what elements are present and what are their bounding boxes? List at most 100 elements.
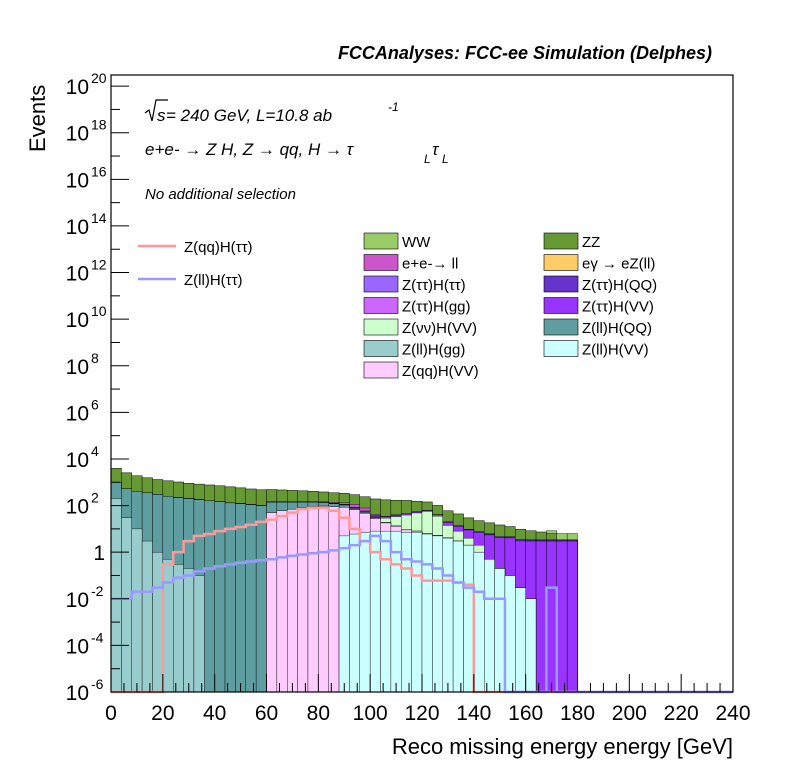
signal-z-qq-h (111, 506, 733, 694)
process-subscript-1: L (424, 152, 431, 166)
y-tick-label: 10 (66, 216, 89, 239)
bar-z-ll-h-qq-11 (224, 502, 236, 693)
bar-z-qq-h-vv-21 (328, 506, 340, 693)
x-tick-label: 80 (307, 702, 330, 725)
legend-label-z-h-vv: Z(ττ)H(VV) (582, 299, 654, 316)
bar-z-ll-h-gg-6 (172, 564, 184, 693)
y-tick-exponent: -4 (91, 629, 104, 645)
bar-z-ll-h-vv-30 (421, 533, 433, 693)
bar-z-h-vv-43 (556, 540, 568, 693)
y-tick-exponent: 10 (91, 303, 107, 319)
y-tick-label: 10 (66, 682, 89, 705)
legend-label-z-h-qq: Z(ττ)H(QQ) (582, 277, 657, 294)
bar-z-ll-h-gg-2 (131, 528, 143, 693)
y-tick-exponent: 8 (91, 350, 99, 366)
legend-swatch-z-qq-h-vv (363, 361, 399, 379)
bar-z-ll-h-gg-5 (162, 558, 174, 693)
legend-label-z-ll-h-vv: Z(ll)H(VV) (582, 342, 649, 359)
legend-swatch-z-h (363, 275, 399, 293)
y-tick-exponent: 2 (91, 490, 99, 506)
process-subscript-2: L (442, 152, 449, 166)
legend-swatch-z-h-vv (543, 297, 579, 314)
bar-z-ll-h-vv-32 (442, 537, 454, 693)
energy-annotation: s = 240 GeV, L=10.8 ab -1 (144, 99, 399, 125)
x-tick-label: 40 (203, 702, 226, 725)
bar-z-ll-h-vv-35 (473, 551, 485, 693)
bar-z-ll-h-vv-34 (463, 544, 475, 693)
bar-z-h-vv-41 (535, 540, 547, 693)
legend-label-z-ll-h-qq: Z(ll)H(QQ) (582, 320, 652, 337)
signal-z-ll-h (111, 534, 733, 694)
y-tick-label: 10 (66, 76, 89, 99)
bar-z-ll-h-vv-27 (390, 530, 402, 693)
y-tick-label: 10 (66, 402, 89, 425)
stacked-histogram (110, 468, 578, 693)
y-tick-exponent: 20 (91, 70, 107, 86)
x-axis-label: Reco missing energy energy [GeV] (392, 734, 733, 759)
legend-swatch-z-ll-h-vv (543, 340, 579, 357)
legend-label-e-ez-ll: eγ → eZ(ll) (582, 256, 655, 273)
bar-z-ll-h-vv-36 (484, 558, 495, 693)
x-tick-label: 160 (508, 702, 543, 725)
bar-z-ll-h-qq-13 (245, 504, 257, 693)
y-tick-label: 10 (66, 309, 89, 332)
y-axis-label: Events (25, 85, 50, 152)
legend-label-z-ll-h-gg: Z(ll)H(gg) (402, 342, 465, 359)
x-tick-label: 0 (105, 702, 117, 725)
bar-z-ll-h-gg-8 (193, 575, 205, 693)
bar-z-ll-h-vv-39 (515, 587, 526, 693)
x-tick-label: 180 (560, 702, 595, 725)
y-tick-label: 10 (66, 123, 89, 146)
y-tick-label: 10 (66, 263, 89, 286)
legend-swatch-e-e-ll (363, 254, 399, 271)
legend-label-e-e-ll: e+e-→ ll (402, 256, 458, 273)
legend-swatch-z-h-vv (363, 318, 399, 336)
y-tick-label: 10 (66, 169, 89, 192)
bar-z-ll-h-qq-9 (204, 500, 215, 693)
bar-z-ll-h-qq-14 (255, 505, 267, 693)
bar-z-ll-h-vv-22 (338, 535, 350, 693)
x-tick-label: 120 (404, 702, 439, 725)
legend-swatch-z-ll-h-qq (543, 318, 579, 336)
bar-z-ll-h-vv-24 (359, 532, 371, 693)
signal-lines (111, 506, 733, 694)
legend-label-z-qq-h: Z(qq)H(ττ) (184, 239, 253, 256)
process-text: e+e- → Z H, Z → qq, H → τ (145, 140, 355, 159)
x-tick-label: 20 (151, 702, 174, 725)
y-tick-exponent: 12 (91, 257, 107, 273)
bar-z-ll-h-gg-1 (121, 517, 132, 693)
bar-z-ll-h-gg-0 (110, 498, 122, 693)
bar-z-ll-h-vv-28 (401, 532, 412, 693)
energy-sqrt-arg: s (157, 106, 166, 125)
bar-z-ll-h-vv-38 (504, 575, 516, 693)
legend-swatch-z-h-gg (363, 297, 399, 314)
bar-z-ll-h-vv-31 (432, 535, 443, 693)
y-tick-label: 1 (93, 542, 105, 565)
chart-title: FCCAnalyses: FCC-ee Simulation (Delphes) (338, 43, 712, 63)
energy-text: = 240 GeV, L=10.8 ab (166, 106, 332, 125)
y-tick-label: 10 (66, 635, 89, 658)
bar-z-h-vv-44 (566, 540, 578, 693)
bar-z-qq-h-vv-15 (266, 512, 278, 693)
legend-label-z-h-gg: Z(ττ)H(gg) (402, 299, 471, 316)
sqrt-symbol (144, 99, 168, 122)
bar-z-qq-h-vv-20 (318, 505, 329, 693)
legend-label-z-h-vv: Z(νν)H(VV) (402, 320, 477, 337)
legend-label-z-ll-h: Z(ll)H(ττ) (184, 272, 243, 289)
bar-z-ll-h-vv-26 (380, 530, 392, 693)
legend-swatch-e-ez-ll (543, 254, 579, 271)
selection-annotation: No additional selection (145, 186, 296, 203)
y-tick-label: 10 (66, 496, 89, 519)
x-tick-label: 140 (456, 702, 491, 725)
legend-label-z-h: Z(ττ)H(ττ) (402, 277, 466, 294)
legend-swatch-z-ll-h-gg (363, 340, 399, 357)
bar-z-ll-h-gg-3 (141, 540, 153, 693)
y-tick-exponent: 18 (91, 117, 107, 133)
y-tick-exponent: -2 (91, 583, 104, 599)
legend-label-z-qq-h-vv: Z(qq)H(VV) (402, 363, 479, 380)
x-tick-label: 60 (255, 702, 278, 725)
energy-superscript: -1 (388, 100, 399, 114)
x-tick-label: 100 (353, 702, 388, 725)
